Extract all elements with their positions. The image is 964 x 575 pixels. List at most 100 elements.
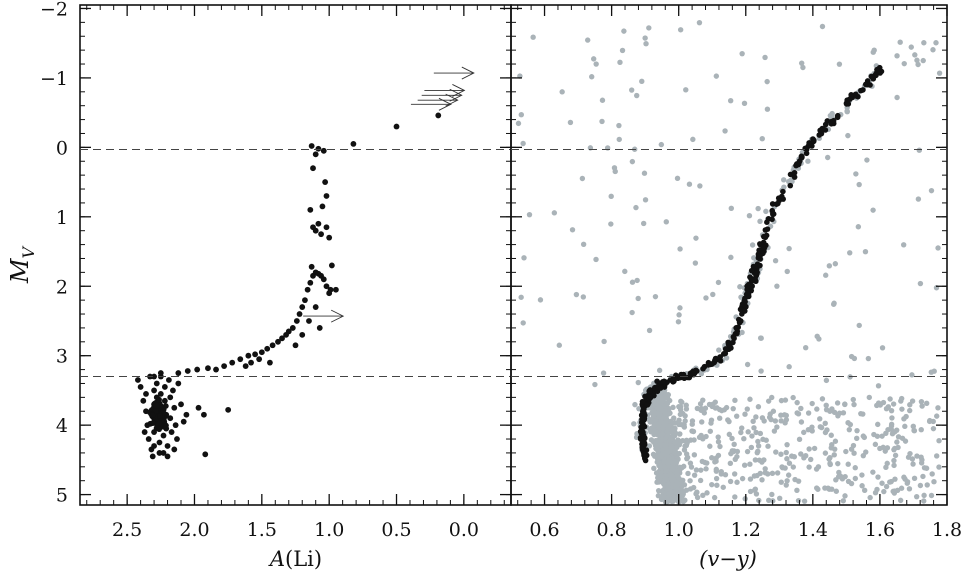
field-star-point (856, 322, 862, 329)
field-star-point (755, 438, 761, 445)
field-star-point (688, 437, 694, 443)
right-panel: 0.6 0.8 1.0 1.2 1.4 1.6 1.8 (510, 4, 962, 541)
lithium-star-point (312, 227, 319, 234)
field-star-point (919, 403, 925, 409)
field-star-point (530, 34, 536, 40)
lithium-star-point (164, 443, 171, 449)
sample-star-point (712, 357, 718, 363)
field-star-point (718, 468, 724, 475)
field-star-point (822, 420, 828, 427)
field-star-point (631, 421, 637, 427)
field-star-point (778, 451, 784, 457)
field-star-point (874, 402, 880, 409)
lithium-star-point (175, 370, 182, 376)
field-star-point (676, 417, 682, 423)
field-star-point (836, 469, 842, 476)
field-star-point (600, 370, 607, 376)
y-tick-label: 1 (56, 207, 68, 229)
field-star-point (518, 294, 524, 300)
field-star-point (667, 472, 674, 479)
field-star-point (707, 428, 714, 434)
field-star-point (651, 465, 657, 472)
field-star-point (795, 497, 802, 504)
field-star-point (910, 423, 916, 430)
field-star-point (678, 398, 684, 404)
field-star-point (774, 470, 781, 476)
field-star-point (676, 403, 682, 410)
lithium-star-point (213, 366, 219, 373)
lithium-star-point (145, 436, 152, 442)
field-star-point (929, 471, 935, 477)
field-star-point (559, 89, 565, 95)
field-star-point (879, 480, 885, 486)
sample-star-point (860, 87, 866, 93)
field-star-point (803, 344, 809, 351)
field-star-point (917, 482, 924, 489)
field-star-point (897, 497, 904, 504)
field-star-point (693, 235, 699, 241)
field-star-point (713, 455, 719, 461)
sample-star-point (737, 318, 744, 324)
field-star-point (915, 61, 921, 68)
field-star-point (754, 449, 760, 456)
field-star-point (890, 488, 896, 495)
field-star-point (567, 119, 574, 126)
field-star-point (761, 418, 767, 424)
lithium-star-point (285, 328, 292, 335)
field-star-point (717, 443, 723, 450)
sample-star-point (640, 441, 647, 447)
field-star-point (670, 462, 676, 468)
field-star-point (658, 399, 664, 406)
field-star-point (813, 466, 820, 472)
field-star-point (715, 434, 721, 440)
lithium-star-point (435, 112, 442, 119)
left-x-tick-label: 1.0 (314, 519, 344, 541)
field-star-point (659, 493, 665, 500)
field-star-point (716, 347, 722, 353)
sample-star-point (868, 73, 875, 80)
field-star-point (730, 405, 736, 412)
lithium-star-point (310, 165, 316, 172)
field-star-point (851, 450, 857, 456)
lithium-star-point (242, 363, 249, 370)
field-star-point (823, 272, 829, 278)
field-star-point (633, 204, 639, 211)
field-star-point (682, 413, 688, 419)
lithium-star-point (299, 304, 306, 310)
field-star-point (915, 196, 922, 202)
lithium-star-point (151, 387, 157, 394)
field-star-point (741, 100, 748, 106)
lithium-star-point (248, 359, 254, 366)
field-star-point (858, 410, 864, 417)
field-star-point (851, 401, 857, 408)
field-star-point (744, 361, 751, 368)
lithium-star-point (292, 342, 299, 349)
field-star-point (809, 400, 815, 407)
field-star-point (704, 460, 710, 466)
right-axes: 0.6 0.8 1.0 1.2 1.4 1.6 1.8 (510, 4, 962, 541)
field-star-point (852, 475, 859, 482)
left-x-tick-label: 2.5 (112, 519, 142, 541)
field-star-point (934, 413, 940, 419)
field-star-point (690, 136, 696, 143)
field-star-point (748, 444, 755, 451)
lithium-star-point (151, 373, 157, 380)
field-star-point (787, 177, 794, 184)
lithium-star-point (172, 422, 179, 429)
y-tick-label: 5 (56, 485, 68, 507)
field-star-point (906, 486, 913, 492)
field-star-point (890, 401, 897, 407)
field-star-point (924, 400, 930, 406)
field-star-point (918, 398, 925, 405)
field-star-point (794, 399, 800, 406)
field-star-point (830, 301, 837, 307)
field-star-point (652, 453, 658, 459)
field-star-point (798, 451, 804, 457)
sample-star-point (764, 226, 771, 232)
field-star-point (593, 256, 599, 263)
field-star-point (515, 120, 522, 127)
sample-star-point (741, 301, 748, 308)
field-star-point (709, 455, 715, 461)
field-star-point (930, 418, 936, 425)
field-star-point (916, 147, 922, 153)
